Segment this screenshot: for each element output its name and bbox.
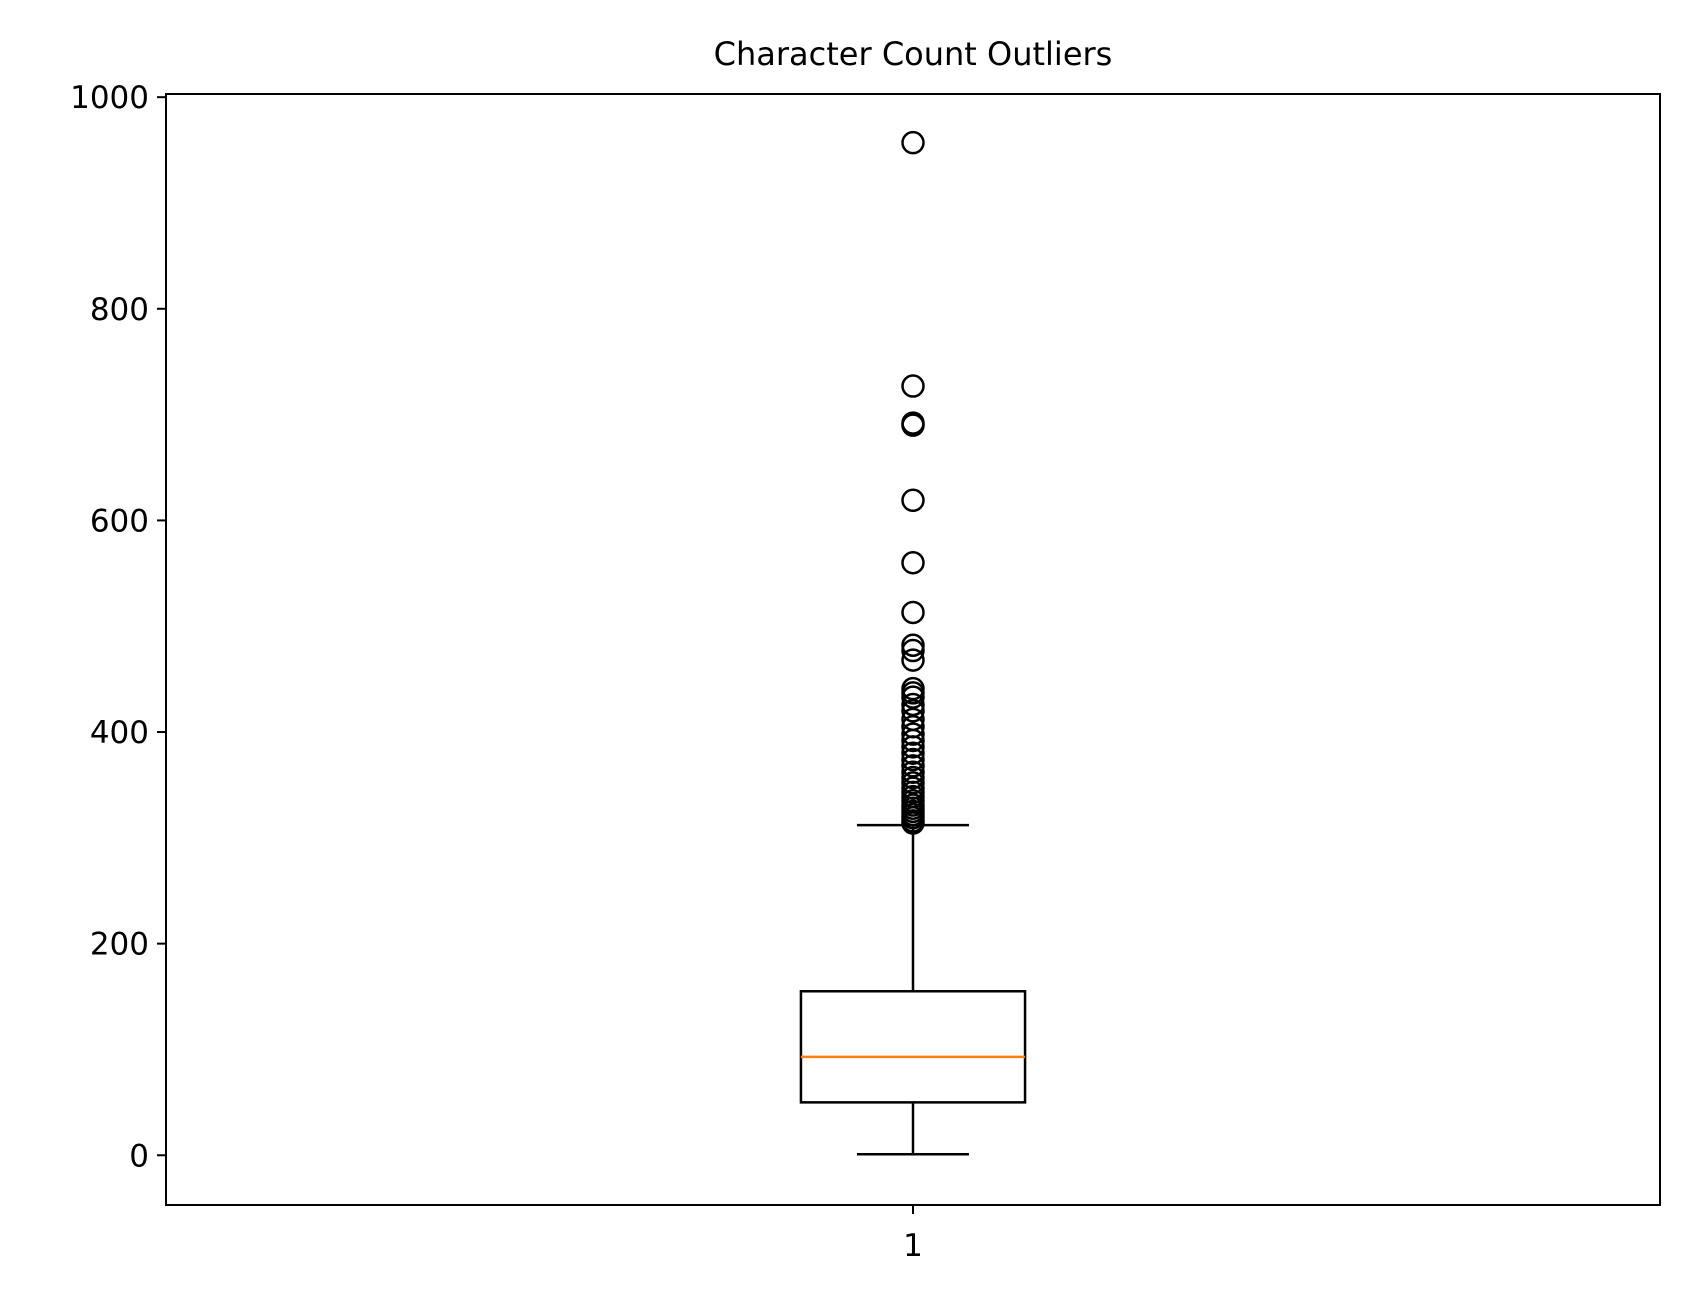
outlier-point [901, 699, 925, 723]
y-tick-label: 600 [90, 503, 149, 539]
outlier-point [901, 374, 925, 398]
outlier-point [901, 488, 925, 513]
outlier-point [901, 722, 925, 746]
outlier-point [901, 735, 925, 759]
outlier-point [901, 741, 925, 765]
outlier-point [901, 413, 925, 437]
y-tick-label: 1000 [70, 80, 149, 116]
x-tick-label: 1 [903, 1228, 923, 1264]
box-series [799, 130, 1027, 1156]
outlier-point [901, 130, 925, 155]
outlier-point [901, 633, 925, 658]
outlier-point [901, 728, 925, 753]
y-tick-label: 0 [129, 1138, 149, 1174]
x-axis: 1 [903, 1205, 923, 1264]
y-axis: 0 200 400 600 800 1000 [70, 80, 166, 1174]
outlier-point [901, 811, 925, 835]
outlier-point [901, 550, 925, 575]
iqr-box [799, 990, 1027, 1104]
outlier-point [901, 765, 925, 790]
y-tick-label: 400 [90, 715, 149, 751]
outlier-point [901, 600, 925, 625]
outlier-point [901, 648, 925, 672]
y-tick-label: 200 [90, 927, 149, 963]
chart-title: Character Count Outliers [714, 35, 1113, 73]
outlier-point [901, 638, 925, 663]
outlier-point [901, 747, 925, 772]
y-tick-label: 800 [90, 292, 149, 328]
